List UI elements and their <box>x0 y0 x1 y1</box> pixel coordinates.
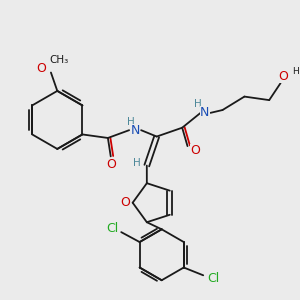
Text: Cl: Cl <box>207 272 219 285</box>
Text: O: O <box>190 144 200 157</box>
Text: O: O <box>120 196 130 209</box>
Text: O: O <box>106 158 116 171</box>
Text: H: H <box>292 67 299 76</box>
Text: N: N <box>200 106 209 119</box>
Text: H: H <box>194 99 202 109</box>
Text: Cl: Cl <box>106 222 118 235</box>
Text: O: O <box>36 62 46 76</box>
Text: CH₃: CH₃ <box>49 55 68 65</box>
Text: N: N <box>131 124 140 137</box>
Text: H: H <box>127 117 134 127</box>
Text: H: H <box>133 158 141 168</box>
Text: O: O <box>278 70 288 83</box>
